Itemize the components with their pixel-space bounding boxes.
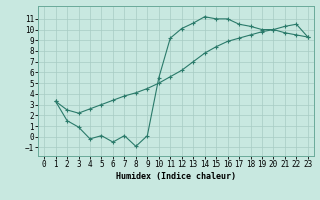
- X-axis label: Humidex (Indice chaleur): Humidex (Indice chaleur): [116, 172, 236, 181]
